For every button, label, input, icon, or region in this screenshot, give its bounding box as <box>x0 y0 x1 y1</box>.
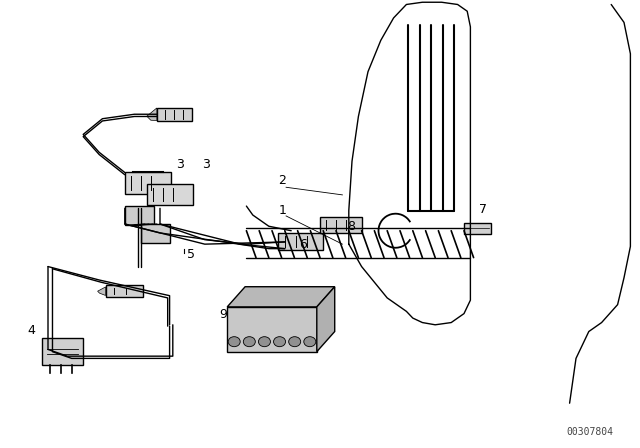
Bar <box>125 206 154 225</box>
Text: 3: 3 <box>176 158 184 171</box>
Text: 4: 4 <box>27 324 35 337</box>
Bar <box>157 108 192 121</box>
Polygon shape <box>227 287 335 307</box>
Bar <box>141 224 170 243</box>
Ellipse shape <box>273 337 285 347</box>
Text: 8: 8 <box>347 220 355 233</box>
Bar <box>147 184 193 205</box>
Ellipse shape <box>289 337 301 347</box>
Bar <box>278 233 323 250</box>
Text: 00307804: 00307804 <box>566 427 614 437</box>
Text: 9: 9 <box>219 308 227 321</box>
Bar <box>125 172 171 194</box>
Bar <box>42 338 83 365</box>
Polygon shape <box>317 287 335 352</box>
Bar <box>106 285 143 297</box>
Bar <box>320 217 362 233</box>
Bar <box>227 307 317 352</box>
Text: 6: 6 <box>300 238 307 251</box>
Text: 3: 3 <box>202 158 209 171</box>
Text: 7: 7 <box>479 203 487 216</box>
Ellipse shape <box>243 337 255 347</box>
Ellipse shape <box>259 337 271 347</box>
Ellipse shape <box>304 337 316 347</box>
Text: 2: 2 <box>278 174 286 187</box>
Polygon shape <box>147 108 157 121</box>
Polygon shape <box>98 287 106 296</box>
Text: 5: 5 <box>187 248 195 261</box>
Ellipse shape <box>228 337 240 347</box>
Bar <box>464 223 491 234</box>
Text: 1: 1 <box>278 204 286 217</box>
